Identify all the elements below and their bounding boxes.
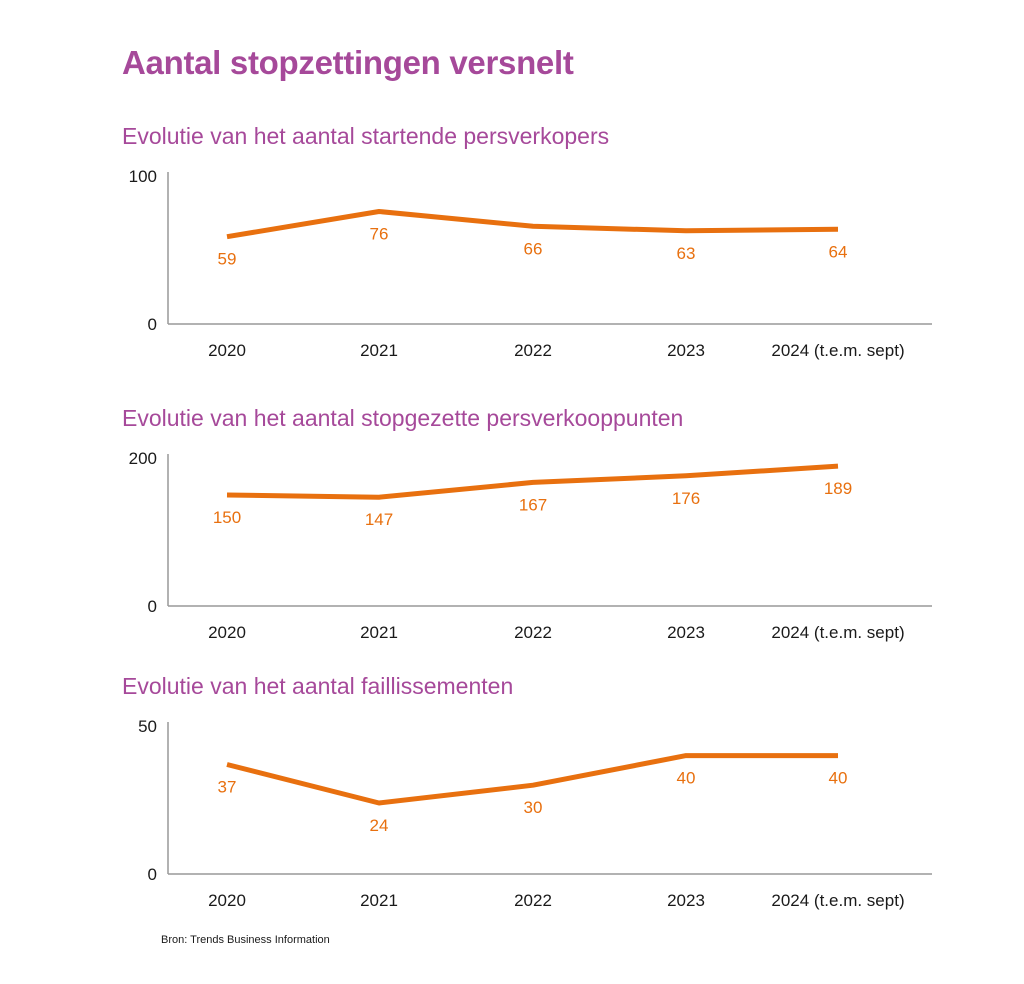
x-tick-label: 2020 — [208, 623, 246, 642]
y-tick-label: 0 — [148, 865, 157, 884]
y-tick-label: 100 — [129, 167, 157, 186]
data-label: 189 — [824, 479, 852, 498]
x-tick-label: 2021 — [360, 891, 398, 910]
data-label: 66 — [524, 239, 543, 258]
data-label: 30 — [524, 798, 543, 817]
data-label: 63 — [677, 244, 696, 263]
y-tick-label: 0 — [148, 597, 157, 616]
y-tick-label: 200 — [129, 449, 157, 468]
data-label: 59 — [218, 250, 237, 269]
data-label: 40 — [829, 769, 848, 788]
chart-title: Evolutie van het aantal stopgezette pers… — [122, 405, 684, 431]
x-tick-label: 2024 (t.e.m. sept) — [771, 341, 904, 360]
series-line — [226, 753, 838, 806]
y-tick-label: 0 — [148, 315, 157, 334]
series-line — [226, 209, 839, 240]
x-tick-label: 2021 — [360, 623, 398, 642]
line-chart-svg: 0 100 2020 2021 2022 2023 2024 (t.e.m. sept) 59… — [129, 167, 932, 360]
series-line — [226, 463, 839, 500]
data-label: 64 — [829, 242, 848, 261]
data-label: 24 — [370, 816, 389, 835]
page-title: Aantal stopzettingen versnelt — [122, 44, 574, 81]
chart-title: Evolutie van het aantal faillissementen — [122, 673, 514, 699]
data-label: 176 — [672, 489, 700, 508]
line-chart-svg: 0 50 2020 2021 2022 2023 2024 (t.e.m. sept) 37 2… — [138, 717, 932, 910]
x-tick-label: 2024 (t.e.m. sept) — [771, 891, 904, 910]
x-tick-label: 2023 — [667, 623, 705, 642]
data-label: 147 — [365, 510, 393, 529]
x-tick-label: 2024 (t.e.m. sept) — [771, 623, 904, 642]
x-tick-label: 2020 — [208, 341, 246, 360]
data-label: 76 — [370, 225, 389, 244]
chart-title: Evolutie van het aantal startende persve… — [122, 123, 610, 149]
x-tick-label: 2022 — [514, 341, 552, 360]
line-chart-svg: 0 200 2020 2021 2022 2023 2024 (t.e.m. sept) 15… — [129, 449, 932, 642]
x-tick-label: 2021 — [360, 341, 398, 360]
data-label: 40 — [677, 769, 696, 788]
x-tick-label: 2022 — [514, 891, 552, 910]
x-tick-label: 2020 — [208, 891, 246, 910]
x-tick-label: 2022 — [514, 623, 552, 642]
data-label: 37 — [218, 777, 237, 796]
source-note: Bron: Trends Business Information — [161, 934, 330, 946]
data-label: 167 — [519, 495, 547, 514]
x-tick-label: 2023 — [667, 341, 705, 360]
y-tick-label: 50 — [138, 717, 157, 736]
x-tick-label: 2023 — [667, 891, 705, 910]
data-label: 150 — [213, 508, 241, 527]
